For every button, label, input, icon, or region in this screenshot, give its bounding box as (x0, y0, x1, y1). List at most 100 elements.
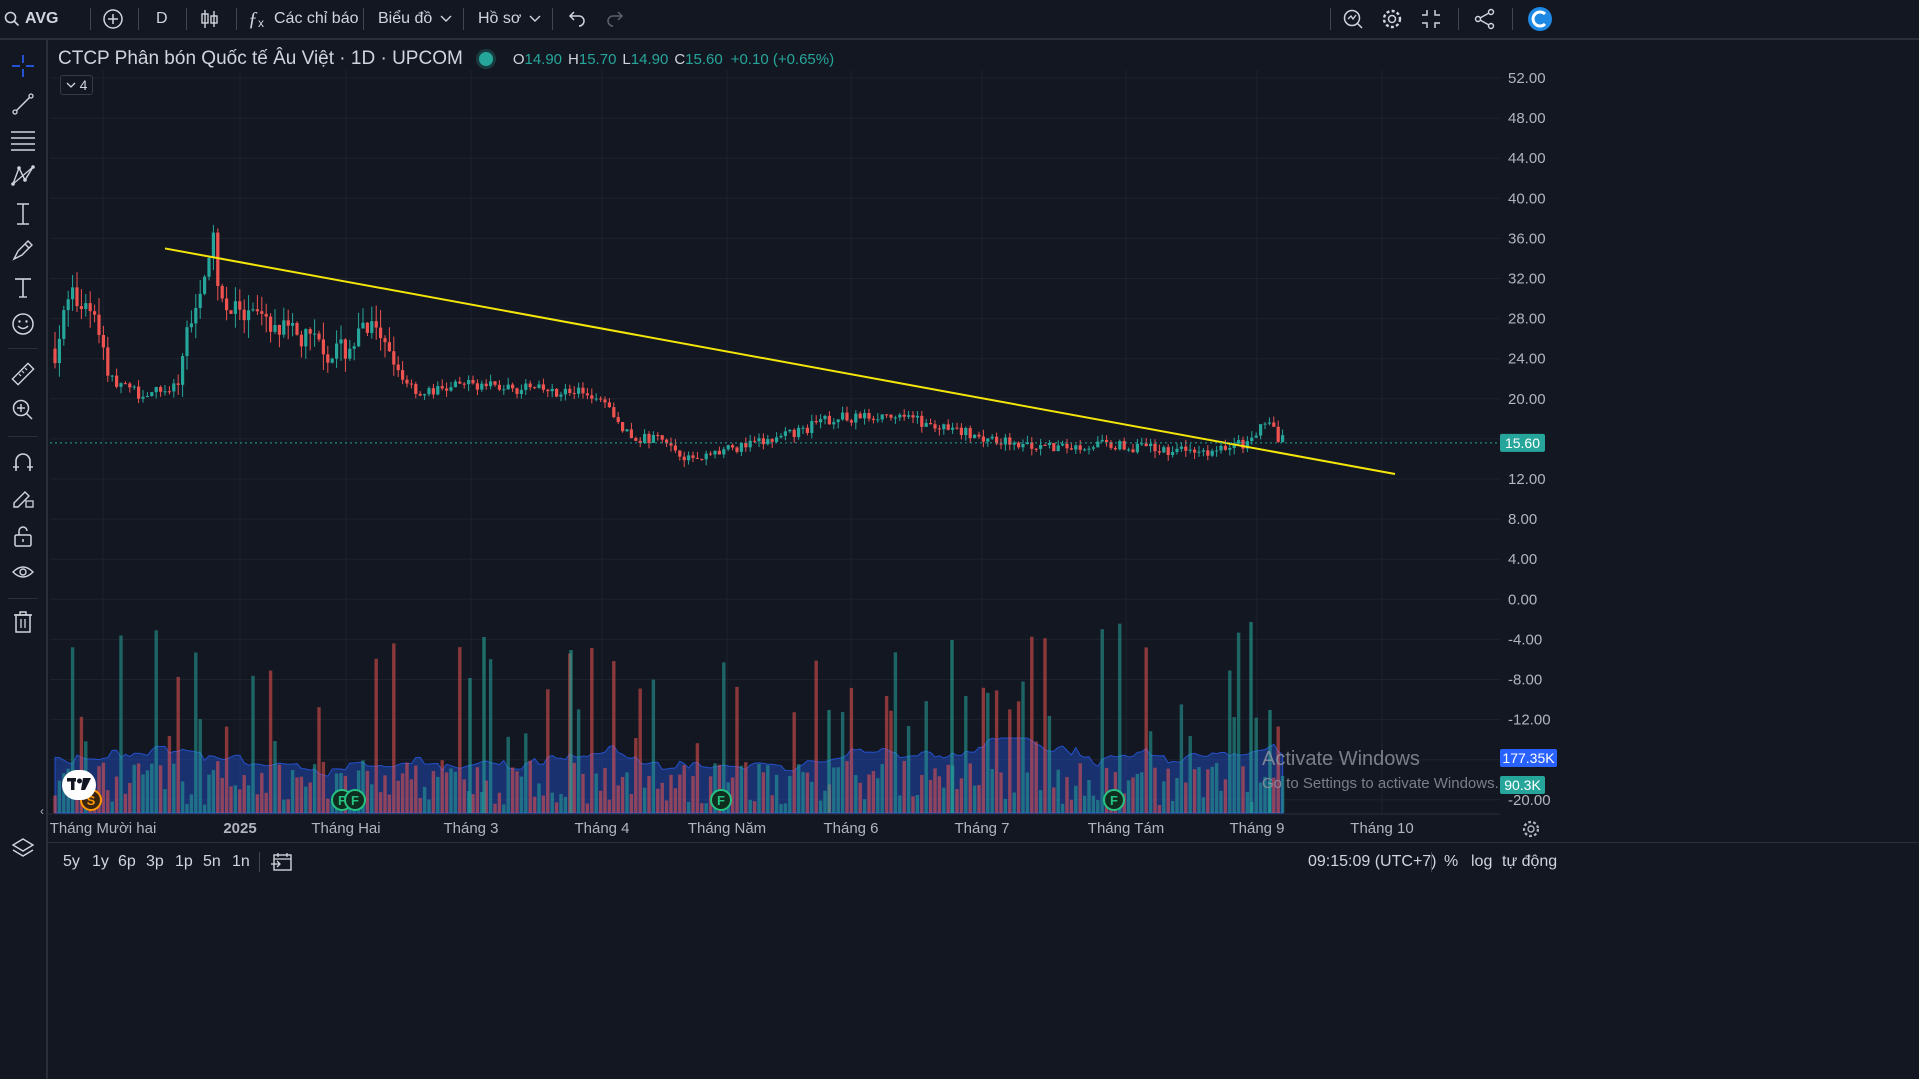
volume-bar (233, 785, 238, 813)
layout-menu-button[interactable]: Biểu đồ (378, 0, 452, 38)
candle-body (726, 445, 730, 450)
volume-bar (537, 783, 541, 813)
volume-bar (805, 772, 810, 813)
brush-tool[interactable] (9, 236, 37, 264)
legend-low-label: L (622, 50, 631, 68)
axis-settings-button[interactable] (1521, 819, 1541, 839)
forecast-tool[interactable] (9, 200, 37, 228)
ruler-icon (11, 362, 35, 386)
candle-body (238, 301, 242, 310)
goto-date-button[interactable] (271, 843, 293, 881)
earnings-marker-label: F (351, 793, 359, 808)
zoom-in-tool[interactable] (9, 396, 37, 424)
candle-body (603, 399, 607, 403)
auto-scale-toggle[interactable]: tự động (1502, 853, 1558, 870)
candle-body (1276, 426, 1280, 442)
earnings-marker[interactable] (1103, 789, 1125, 811)
drawing-mode-tool[interactable] (9, 484, 37, 512)
volume-bar (242, 775, 246, 813)
range-5n[interactable]: 5n (203, 853, 221, 870)
volume-bar (238, 789, 242, 813)
candle-body (898, 414, 902, 418)
volume-bar (1082, 795, 1087, 813)
fib-tool[interactable] (9, 126, 37, 154)
candle-body (563, 388, 567, 395)
object-tree-button[interactable] (9, 834, 37, 862)
range-1y[interactable]: 1y (92, 853, 109, 870)
trendline[interactable] (164, 247, 1396, 475)
range-1p[interactable]: 1p (175, 853, 193, 870)
volume-bar (317, 707, 321, 813)
volume-bar (559, 793, 563, 813)
candle-body (827, 415, 831, 425)
share-button[interactable] (1474, 0, 1496, 38)
trendline-tool[interactable] (9, 90, 37, 118)
candle-body (97, 314, 101, 335)
emoji-tool[interactable] (9, 310, 37, 338)
volume-bar (796, 764, 801, 813)
compare-button[interactable] (102, 0, 124, 38)
volume-bar (678, 774, 682, 813)
candle-body (1254, 435, 1258, 438)
text-tool[interactable] (9, 274, 37, 302)
crosshair-tool[interactable] (9, 52, 37, 80)
legend-close-label: C (674, 50, 686, 68)
chart-type-button[interactable] (200, 0, 220, 38)
volume-bar (1131, 777, 1135, 813)
symbol-search[interactable]: AVG (4, 0, 58, 38)
range-3p[interactable]: 3p (146, 853, 164, 870)
candle-body (533, 387, 537, 389)
earnings-marker[interactable] (344, 789, 366, 811)
legend-title[interactable]: CTCP Phân bón Quốc tế Âu Việt · 1D · UPC… (58, 48, 463, 69)
volume-bar (1148, 731, 1153, 813)
interval-button[interactable]: D (156, 10, 168, 27)
ruler-tool[interactable] (9, 360, 37, 388)
volume-bar (634, 738, 638, 813)
brand-logo-button[interactable] (1527, 0, 1553, 38)
undo-button[interactable] (566, 0, 586, 38)
volume-bar (700, 803, 704, 813)
candle-body (607, 402, 611, 408)
volume-bar (502, 804, 506, 813)
remove-drawings-tool[interactable] (9, 608, 37, 636)
hide-drawings-tool[interactable] (9, 558, 37, 586)
volume-bar (466, 791, 471, 813)
volume-bar (647, 776, 651, 813)
range-5y[interactable]: 5y (63, 853, 80, 870)
log-scale-toggle[interactable]: log (1471, 853, 1493, 870)
fullscreen-button[interactable] (1421, 0, 1441, 38)
volume-bar (273, 741, 277, 813)
tradingview-logo[interactable] (62, 770, 96, 800)
candle-body (634, 438, 638, 441)
profile-menu-button[interactable]: Hồ sơ (478, 0, 541, 38)
pattern-tool[interactable] (9, 162, 37, 190)
redo-button[interactable] (606, 0, 626, 38)
percent-scale-toggle[interactable]: % (1444, 853, 1459, 870)
collapse-icon (1422, 10, 1440, 28)
candle-body (651, 434, 655, 443)
candle-body (695, 457, 699, 459)
indicators-collapse-button[interactable]: 4 (60, 75, 93, 95)
volume-bar (1144, 647, 1148, 813)
candle-body (612, 407, 616, 418)
symbol-label: AVG (25, 10, 59, 27)
scroll-left-button[interactable]: ‹ (40, 804, 44, 818)
candle-body (753, 440, 757, 442)
settings-button[interactable] (1381, 0, 1403, 38)
candle-body (713, 450, 717, 455)
candle-body (220, 285, 224, 299)
indicators-button[interactable]: ƒ x Các chỉ báo (248, 0, 359, 38)
range-6p[interactable]: 6p (118, 853, 136, 870)
candle-body (365, 322, 369, 333)
market-status-dot[interactable] (478, 52, 493, 66)
candle-body (959, 427, 963, 436)
earnings-marker[interactable] (331, 789, 353, 811)
quick-search-button[interactable] (1342, 0, 1364, 38)
timezone-clock[interactable]: 09:15:09 (UTC+7) (1308, 853, 1437, 870)
lock-drawings-tool[interactable] (9, 522, 37, 550)
range-1n[interactable]: 1n (232, 853, 250, 870)
magnet-tool[interactable] (9, 448, 37, 476)
earnings-marker[interactable] (710, 789, 732, 811)
